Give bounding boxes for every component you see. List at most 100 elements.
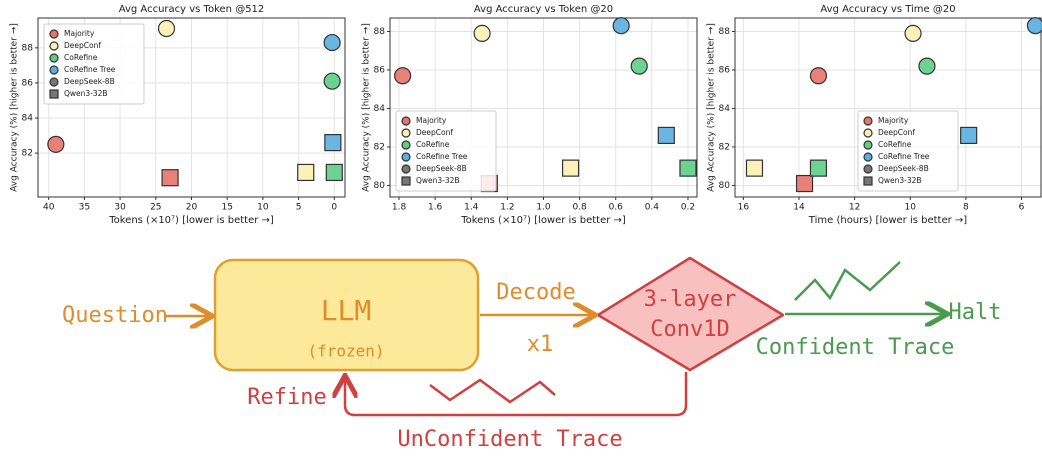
point bbox=[323, 33, 341, 52]
x-tick-label: 0.8 bbox=[572, 203, 587, 213]
legend-marker bbox=[863, 176, 873, 186]
y-tick-label: 80 bbox=[719, 181, 731, 191]
llm-box bbox=[213, 258, 480, 372]
y-tick-label: 80 bbox=[374, 181, 386, 191]
legend-label: DeepSeek-8B bbox=[416, 164, 467, 173]
x-tick-label: 15 bbox=[221, 203, 232, 213]
x-tick-label: 1.4 bbox=[464, 203, 479, 213]
point bbox=[809, 159, 828, 177]
legend-marker bbox=[49, 77, 59, 87]
point bbox=[473, 24, 491, 42]
legend-label: Majority bbox=[878, 116, 909, 125]
x-tick-label: 6 bbox=[1019, 203, 1025, 213]
y-tick-label: 84 bbox=[374, 104, 386, 114]
y-axis-label: Avg Accuracy (%) [higher is better →] bbox=[707, 23, 717, 192]
x-tick-label: 40 bbox=[43, 203, 55, 213]
llm-note: (frozen) bbox=[307, 342, 384, 361]
point bbox=[904, 24, 922, 42]
point bbox=[1026, 17, 1042, 35]
legend-marker bbox=[401, 164, 411, 174]
point bbox=[745, 159, 764, 177]
legend-marker bbox=[863, 164, 873, 174]
point bbox=[795, 174, 814, 193]
legend-label: Qwen3-32B bbox=[64, 89, 108, 98]
point bbox=[157, 19, 176, 38]
classifier-label: 3-layer bbox=[644, 287, 737, 312]
arrow bbox=[345, 372, 688, 417]
plot-frame bbox=[37, 17, 346, 198]
y-tick-label: 88 bbox=[374, 27, 386, 37]
y-tick-label: 84 bbox=[719, 104, 731, 114]
legend-marker bbox=[49, 65, 59, 75]
point bbox=[297, 163, 315, 182]
passes-label: x1 bbox=[527, 332, 554, 357]
y-tick-label: 82 bbox=[719, 142, 730, 152]
legend-label: Qwen3-32B bbox=[878, 176, 922, 185]
x-tick-label: 5 bbox=[296, 203, 302, 213]
chart-title: Avg Accuracy vs Time @20 bbox=[820, 4, 955, 15]
x-tick-label: 12 bbox=[849, 203, 860, 213]
legend-box bbox=[43, 23, 145, 105]
x-tick-label: 14 bbox=[793, 203, 805, 213]
x-tick-label: 10 bbox=[257, 203, 269, 213]
legend-label: CoRefine bbox=[64, 53, 98, 62]
legend-marker bbox=[49, 29, 59, 39]
legend-label: DeepConf bbox=[878, 128, 915, 137]
y-tick-label: 88 bbox=[719, 27, 731, 37]
x-tick-label: 1.0 bbox=[536, 203, 551, 213]
y-tick-label: 86 bbox=[719, 65, 731, 75]
point bbox=[612, 17, 630, 35]
y-tick-label: 82 bbox=[374, 142, 385, 152]
point bbox=[323, 72, 341, 90]
x-tick-label: 0.4 bbox=[645, 203, 660, 213]
point bbox=[324, 133, 342, 152]
x-tick-label: 0.2 bbox=[681, 203, 695, 213]
plot-frame bbox=[389, 17, 698, 198]
chart-title: Avg Accuracy vs Token @512 bbox=[119, 4, 265, 15]
classifier-label: Conv1D bbox=[650, 317, 729, 342]
legend-marker bbox=[863, 140, 873, 150]
point bbox=[47, 135, 65, 153]
point bbox=[394, 67, 412, 85]
x-axis-label: Time (hours) [lower is better →] bbox=[808, 215, 967, 226]
legend-marker bbox=[863, 128, 873, 138]
point bbox=[918, 57, 936, 75]
x-tick-label: 1.2 bbox=[500, 203, 514, 213]
legend-marker bbox=[863, 152, 873, 162]
legend-label: Majority bbox=[64, 29, 95, 38]
x-tick-label: 8 bbox=[963, 203, 969, 213]
halt-label: Halt bbox=[949, 300, 1002, 325]
legend-label: Majority bbox=[416, 116, 447, 125]
x-tick-label: 1.6 bbox=[428, 203, 443, 213]
unconfident-label: UnConfident Trace bbox=[397, 427, 622, 452]
x-tick-label: 16 bbox=[738, 203, 750, 213]
x-axis-label: Tokens (×10⁷) [lower is better →] bbox=[108, 215, 274, 226]
charts: 40 35 30 25 20 15 10 5 082848688MajorityDeepConf… bbox=[10, 4, 1042, 226]
legend-marker bbox=[401, 128, 411, 138]
x-tick-label: 0.6 bbox=[609, 203, 624, 213]
legend-label: CoRefine bbox=[416, 140, 450, 149]
legend-marker bbox=[401, 116, 411, 126]
legend-label: CoRefine Tree bbox=[878, 152, 930, 161]
x-tick-label: 25 bbox=[150, 203, 161, 213]
confident-label: Confident Trace bbox=[756, 335, 955, 360]
y-tick-label: 82 bbox=[22, 149, 33, 159]
point bbox=[561, 159, 580, 177]
decode-label: Decode bbox=[496, 280, 575, 305]
plot-frame bbox=[734, 17, 1042, 198]
legend-label: DeepSeek-8B bbox=[64, 77, 115, 86]
refine-label: Refine bbox=[247, 385, 326, 410]
x-tick-label: 10 bbox=[905, 203, 917, 213]
y-tick-label: 84 bbox=[22, 114, 34, 124]
legend-marker bbox=[863, 116, 873, 126]
x-tick-label: 35 bbox=[79, 203, 90, 213]
zigzag bbox=[429, 378, 556, 404]
x-tick-label: 1.8 bbox=[392, 203, 407, 213]
input-label: Question bbox=[62, 303, 168, 328]
legend-label: DeepSeek-8B bbox=[878, 164, 929, 173]
legend-box bbox=[857, 110, 959, 192]
point bbox=[657, 126, 675, 145]
point bbox=[161, 169, 179, 187]
legend-marker bbox=[49, 41, 59, 51]
legend-marker bbox=[401, 152, 411, 162]
